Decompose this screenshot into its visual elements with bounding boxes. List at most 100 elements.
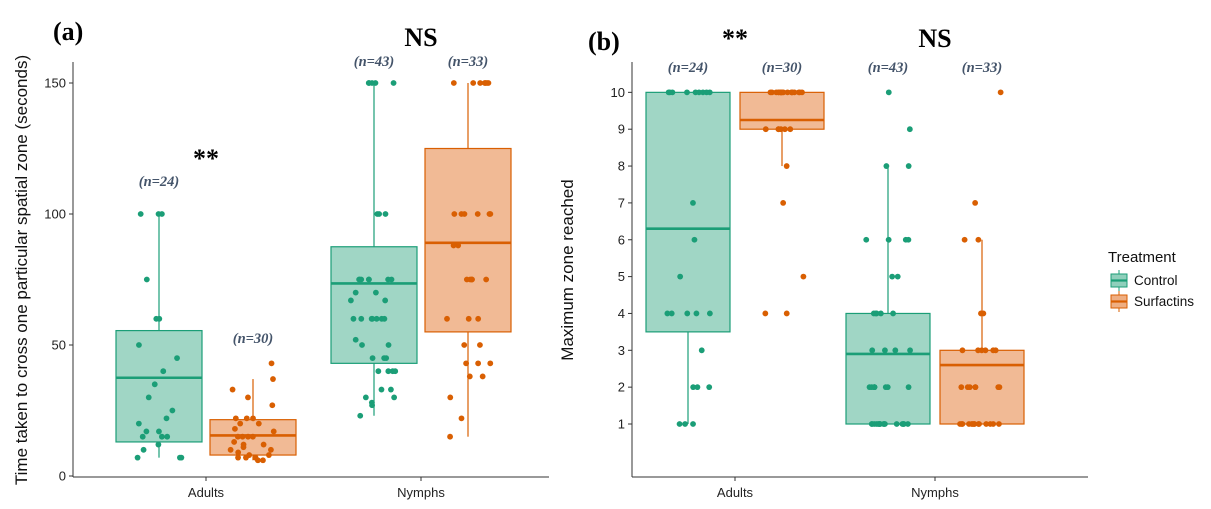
y-tick-label: 4 (618, 306, 625, 321)
data-point (783, 163, 790, 169)
data-point (883, 163, 890, 169)
panel-b-max-zone: (b) Maximum zone reached 1 2 3 4 5 6 7 8 9 10 Adults… (558, 24, 1088, 500)
data-point (470, 80, 477, 86)
panel-label: (a) (53, 17, 83, 46)
data-point (237, 420, 244, 427)
data-point (463, 276, 470, 283)
data-point (158, 433, 165, 440)
data-point (990, 347, 997, 354)
data-point (800, 273, 807, 280)
data-point (352, 289, 359, 296)
data-point (690, 384, 697, 391)
data-point (385, 368, 392, 375)
data-point (260, 457, 266, 464)
data-point (232, 415, 239, 422)
data-point (475, 360, 482, 367)
data-point (905, 236, 912, 243)
data-point (235, 454, 241, 461)
data-point (487, 360, 494, 367)
data-point (907, 347, 913, 354)
data-point (381, 315, 388, 322)
data-point (664, 310, 671, 317)
box-control (845, 312, 931, 425)
data-point (969, 421, 976, 427)
data-point (451, 211, 458, 217)
data-point (461, 342, 468, 348)
data-point (978, 347, 985, 354)
data-point (266, 452, 272, 458)
data-point (245, 394, 251, 401)
y-tick-label: 50 (52, 338, 66, 353)
data-point (975, 421, 982, 427)
data-point (881, 421, 888, 427)
data-point (139, 433, 146, 440)
data-point (178, 454, 185, 461)
data-point (972, 384, 979, 391)
data-point (463, 360, 470, 367)
data-point (260, 441, 267, 448)
data-point (151, 381, 158, 388)
data-point (388, 386, 394, 393)
significance-label: ** (722, 24, 748, 53)
y-tick-label: 100 (44, 207, 66, 222)
data-point (385, 342, 392, 348)
sample-size-label: (n=43) (868, 60, 908, 76)
data-point (390, 80, 397, 86)
data-point (787, 126, 794, 133)
data-point (475, 315, 482, 322)
data-point (158, 211, 165, 217)
data-point (174, 355, 180, 361)
data-point (382, 297, 389, 304)
y-tick-label: 7 (618, 195, 625, 210)
x-tick-label-adults: Adults (717, 485, 754, 500)
data-point (684, 89, 690, 96)
y-tick-label: 9 (618, 122, 625, 137)
data-point (788, 89, 795, 96)
data-point (347, 297, 354, 304)
data-point (773, 89, 780, 96)
data-point (155, 441, 162, 448)
data-point (358, 315, 365, 322)
data-point (905, 163, 912, 169)
data-point (391, 394, 398, 401)
data-point (484, 80, 490, 86)
data-point (350, 315, 357, 322)
data-point (382, 211, 389, 217)
data-point (447, 433, 453, 440)
data-point (799, 89, 805, 96)
data-point (458, 415, 465, 422)
data-point (140, 446, 147, 453)
y-axis-label: Time taken to cross one particular spati… (12, 55, 31, 485)
data-point (691, 236, 698, 243)
data-point (156, 315, 163, 322)
legend-title: Treatment (1108, 249, 1177, 266)
data-point (980, 310, 987, 317)
data-point (868, 421, 875, 427)
data-point (767, 89, 774, 96)
data-point (365, 276, 372, 283)
data-point (369, 355, 376, 361)
data-point (234, 433, 241, 440)
legend-label-control: Control (1134, 273, 1178, 288)
data-point (479, 373, 486, 380)
data-point (905, 384, 912, 391)
data-point (693, 310, 700, 317)
data-point (455, 242, 462, 249)
significance-label: NS (918, 24, 951, 53)
box-control (330, 246, 418, 364)
data-point (690, 200, 696, 206)
data-point (156, 428, 162, 435)
sample-size-label: (n=24) (668, 60, 708, 76)
y-tick-label: 1 (618, 417, 625, 432)
data-point (235, 449, 242, 456)
data-point (143, 428, 150, 435)
data-point (866, 384, 873, 391)
data-point (227, 446, 234, 453)
data-point (375, 368, 382, 375)
legend-key-control (1110, 270, 1128, 291)
data-point (877, 310, 884, 317)
data-point (229, 386, 236, 393)
data-point (474, 211, 481, 217)
data-point (890, 310, 896, 317)
